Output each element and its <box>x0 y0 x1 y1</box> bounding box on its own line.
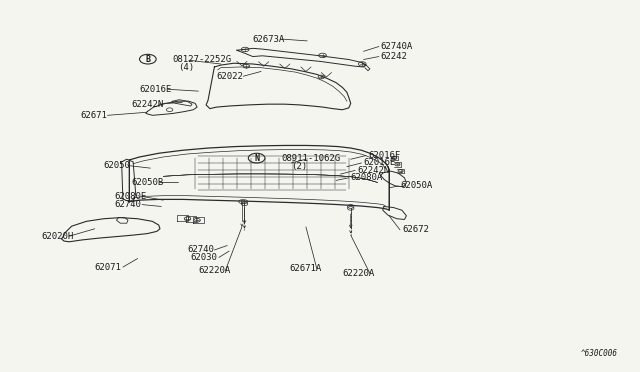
Text: 62050B: 62050B <box>131 178 163 187</box>
Text: 62080A: 62080A <box>351 173 383 182</box>
Text: 62030: 62030 <box>191 253 218 262</box>
Text: ^630C006: ^630C006 <box>580 349 618 358</box>
Text: B: B <box>145 55 150 64</box>
Text: 62020H: 62020H <box>42 232 74 241</box>
Text: 62080E: 62080E <box>114 192 146 201</box>
Text: 62740: 62740 <box>114 200 141 209</box>
Text: 62071: 62071 <box>95 263 122 272</box>
Text: 62050: 62050 <box>104 161 131 170</box>
Text: (2): (2) <box>291 162 307 171</box>
Text: 62673A: 62673A <box>253 35 285 44</box>
Text: 62220A: 62220A <box>198 266 230 275</box>
Text: 62016F: 62016F <box>368 151 400 160</box>
Text: 62220A: 62220A <box>342 269 374 278</box>
Text: 08911-1062G: 08911-1062G <box>282 154 340 163</box>
Text: 62740A: 62740A <box>381 42 413 51</box>
Text: 62671A: 62671A <box>289 264 321 273</box>
Text: N: N <box>254 154 259 163</box>
Text: 62672: 62672 <box>402 225 429 234</box>
Text: (4): (4) <box>178 63 194 72</box>
Text: 62050A: 62050A <box>400 182 432 190</box>
Text: 62242N: 62242N <box>357 166 389 175</box>
Text: 62016E: 62016E <box>140 85 172 94</box>
Text: 62242: 62242 <box>381 52 408 61</box>
Text: 62242N: 62242N <box>131 100 163 109</box>
Text: 08127-2252G: 08127-2252G <box>173 55 232 64</box>
Text: 62671: 62671 <box>80 111 107 120</box>
Text: 62016E: 62016E <box>364 158 396 167</box>
Text: 62740: 62740 <box>187 246 214 254</box>
Text: 62022: 62022 <box>216 72 243 81</box>
